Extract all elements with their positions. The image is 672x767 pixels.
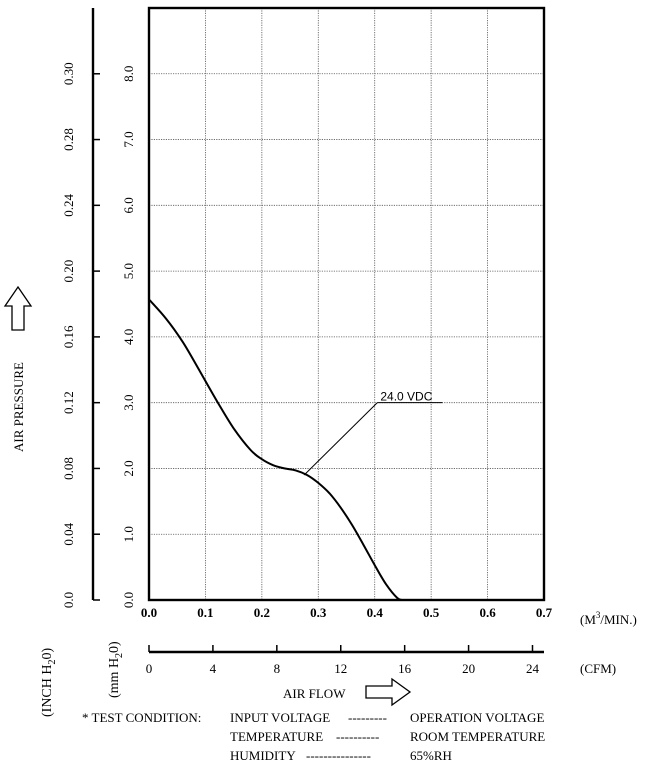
mm-tick-label: 0.0 xyxy=(121,592,136,608)
cfm-tick-label: 20 xyxy=(462,661,475,676)
test-row-label: TEMPERATURE xyxy=(230,729,323,744)
m3-tick-label: 0.3 xyxy=(310,605,327,620)
cfm-tick-label: 0 xyxy=(146,661,153,676)
m3-tick-label: 0.5 xyxy=(423,605,440,620)
m3-tick-label: 0.4 xyxy=(367,605,384,620)
test-row-label: HUMIDITY xyxy=(230,748,296,763)
m3-tick-label: 0.0 xyxy=(141,605,157,620)
test-condition-prefix: * TEST CONDITION: xyxy=(82,710,201,725)
cfm-axis-ticks: 0 4 8 12 16 20 24 xyxy=(146,645,540,676)
inch-axis-ticks: 0.0 0.04 0.08 0.12 0.16 0.20 0.24 0.28 0.30 xyxy=(61,62,100,608)
inch-tick-label: 0.30 xyxy=(61,62,76,85)
m3-tick-label: 0.6 xyxy=(479,605,496,620)
mm-axis-ticks: 0.0 1.0 2.0 3.0 4.0 5.0 6.0 7.0 8.0 xyxy=(121,66,136,608)
mm-tick-label: 6.0 xyxy=(121,197,136,213)
inch-tick-label: 0.20 xyxy=(61,260,76,283)
inch-tick-label: 0.24 xyxy=(61,193,76,216)
mm-tick-label: 5.0 xyxy=(121,263,136,279)
inch-tick-label: 0.28 xyxy=(61,128,76,151)
mm-tick-label: 3.0 xyxy=(121,395,136,411)
cfm-tick-label: 12 xyxy=(334,661,347,676)
m3-tick-label: 0.2 xyxy=(254,605,270,620)
x-axis-label: AIR FLOW xyxy=(283,686,346,701)
cfm-tick-label: 8 xyxy=(274,661,281,676)
annotation-leader-line xyxy=(303,402,378,476)
cfm-tick-label: 16 xyxy=(398,661,412,676)
m3-axis-ticks: 0.0 0.1 0.2 0.3 0.4 0.5 0.6 0.7 xyxy=(141,605,553,620)
test-row-value: ROOM TEMPERATURE xyxy=(410,729,545,744)
test-row-dashes: --------------- xyxy=(306,748,371,763)
m3-tick-label: 0.1 xyxy=(197,605,213,620)
mm-tick-label: 1.0 xyxy=(121,526,136,542)
mm-tick-label: 4.0 xyxy=(121,329,136,345)
inch-tick-label: 0.16 xyxy=(61,325,76,348)
x-arrow-right-icon xyxy=(365,677,412,707)
m3-tick-label: 0.7 xyxy=(536,605,553,620)
test-row-value: 65%RH xyxy=(410,748,452,763)
mm-tick-label: 8.0 xyxy=(121,66,136,82)
y-unit-inch: (INCH H20) xyxy=(40,648,58,718)
test-row-dashes: ---------- xyxy=(336,729,379,744)
plot-frame xyxy=(147,6,546,602)
cfm-tick-label: 4 xyxy=(210,661,217,676)
series-annotation: 24.0 VDC xyxy=(303,390,443,476)
x-unit-m3: (M3/MIN.) xyxy=(580,610,637,627)
test-row-value: OPERATION VOLTAGE xyxy=(410,710,544,725)
grid-lines xyxy=(149,8,544,600)
test-condition-block: * TEST CONDITION: INPUT VOLTAGE --------… xyxy=(82,710,545,763)
inch-tick-label: 0.08 xyxy=(61,457,76,480)
inch-tick-label: 0.0 xyxy=(61,592,76,608)
test-row-dashes: --------- xyxy=(348,710,387,725)
y-arrow-up-icon xyxy=(3,285,33,331)
mm-tick-label: 7.0 xyxy=(121,131,136,147)
inch-tick-label: 0.04 xyxy=(61,522,76,545)
y-unit-mm: (mm H20) xyxy=(107,641,125,698)
x-unit-cfm: (CFM) xyxy=(580,661,616,676)
cfm-tick-label: 24 xyxy=(526,661,540,676)
mm-tick-label: 2.0 xyxy=(121,460,136,476)
y-axis-label: AIR PRESSURE xyxy=(11,362,26,452)
annotation-label: 24.0 VDC xyxy=(380,390,432,404)
inch-tick-label: 0.12 xyxy=(61,391,76,414)
series-line-24vdc xyxy=(148,298,404,601)
test-row-label: INPUT VOLTAGE xyxy=(230,710,330,725)
